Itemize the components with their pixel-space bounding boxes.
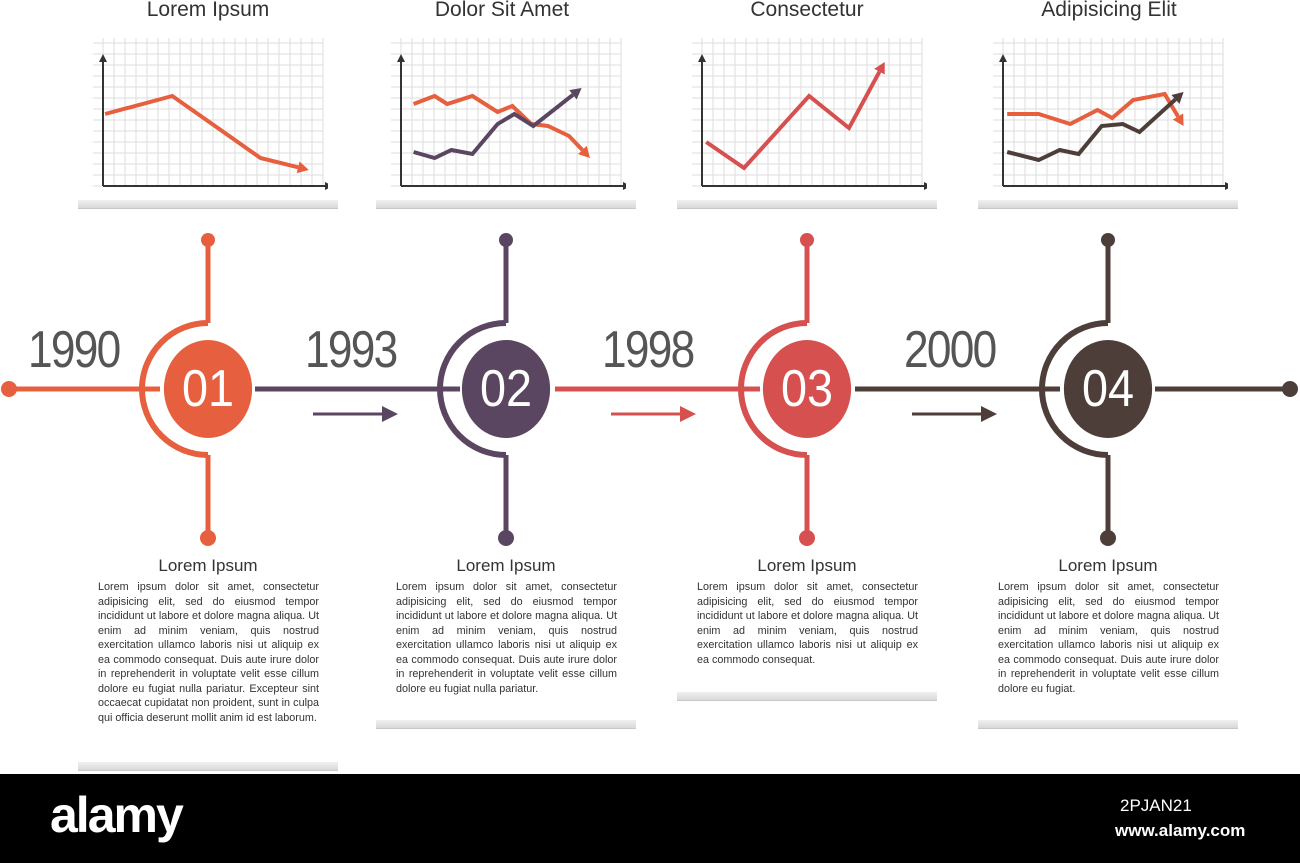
chart-shelf xyxy=(677,200,937,209)
chart-series-line-1 xyxy=(412,93,584,152)
x-axis-arrow xyxy=(1225,182,1228,190)
arrow-right-icon xyxy=(313,406,398,422)
chart-shelf xyxy=(978,200,1238,209)
y-axis-arrow xyxy=(698,54,706,62)
text-shelf xyxy=(78,762,338,771)
chart-shelf xyxy=(376,200,636,209)
x-axis-arrow xyxy=(623,182,626,190)
step-title-1: Lorem Ipsum xyxy=(158,556,258,575)
step-description-1: Lorem ipsum dolor sit amet, consectetur … xyxy=(98,581,319,724)
watermark-logo: alamy xyxy=(50,787,184,843)
step-number-3: 03 xyxy=(762,340,852,438)
chart-grid xyxy=(93,38,324,187)
text-shelf xyxy=(376,720,636,729)
step-title-3: Lorem Ipsum xyxy=(757,556,857,575)
chart-series-line-1 xyxy=(104,93,299,170)
chart-title-4: Adipisicing Elit xyxy=(1041,0,1177,21)
timeline-graphic xyxy=(1,233,1298,546)
step-number-1: 01 xyxy=(163,340,253,438)
chart-series-arrowhead xyxy=(296,161,309,174)
text-shelf xyxy=(978,720,1238,729)
timeline-node-1 xyxy=(139,233,216,546)
step-title-2: Lorem Ipsum xyxy=(456,556,556,575)
chart-series-line-1 xyxy=(705,70,882,171)
timeline-node-2 xyxy=(437,233,514,546)
arrow-right-icon xyxy=(611,406,696,422)
year-label-3: 1998 xyxy=(602,321,695,379)
step-number-4: 04 xyxy=(1063,340,1153,438)
x-axis-arrow xyxy=(325,182,328,190)
timeline-line xyxy=(1,381,1298,397)
chart-series-line-2 xyxy=(413,93,575,161)
y-axis-arrow xyxy=(397,54,405,62)
chart-title-2: Dolor Sit Amet xyxy=(434,0,570,21)
line-chart-3 xyxy=(692,38,927,190)
step-description-3: Lorem ipsum dolor sit amet, consectetur … xyxy=(697,581,918,666)
year-label-2: 1993 xyxy=(305,321,398,379)
text-shelf xyxy=(677,692,937,701)
chart-title-1: Lorem Ipsum xyxy=(146,0,270,21)
watermark-site: www.alamy.com xyxy=(1115,821,1246,840)
y-axis-arrow xyxy=(999,54,1007,62)
line-chart-4 xyxy=(993,38,1228,190)
chart-series-line-1 xyxy=(1007,91,1180,127)
chart-series-arrowhead xyxy=(1172,113,1184,126)
step-description-4: Lorem ipsum dolor sit amet, consectetur … xyxy=(998,581,1219,695)
timeline-node-3 xyxy=(738,233,815,546)
chart-grid xyxy=(391,38,622,187)
chart-series-arrowhead xyxy=(578,145,590,158)
chart-series-arrowhead xyxy=(1171,92,1184,104)
chart-title-3: Consectetur xyxy=(750,0,864,21)
chart-series-arrowhead xyxy=(569,88,582,100)
watermark-footer xyxy=(0,774,1300,863)
year-label-4: 2000 xyxy=(904,321,997,379)
line-chart-2 xyxy=(391,38,626,190)
chart-series-line-2 xyxy=(1006,97,1177,163)
line-chart-1 xyxy=(93,38,328,190)
step-title-4: Lorem Ipsum xyxy=(1058,556,1158,575)
timeline-end-dot xyxy=(1282,381,1298,397)
chart-shelf xyxy=(78,200,338,209)
arrow-right-icon xyxy=(912,406,997,422)
y-axis-arrow xyxy=(99,54,107,62)
x-axis-arrow xyxy=(924,182,927,190)
timeline-node-4 xyxy=(1039,233,1116,546)
chart-grid xyxy=(692,38,923,187)
step-description-2: Lorem ipsum dolor sit amet, consectetur … xyxy=(396,581,617,695)
watermark-image-id: 2PJAN21 xyxy=(1120,796,1192,815)
step-number-2: 02 xyxy=(461,340,551,438)
year-label-1: 1990 xyxy=(28,321,121,379)
chart-series-arrowhead xyxy=(874,62,885,75)
